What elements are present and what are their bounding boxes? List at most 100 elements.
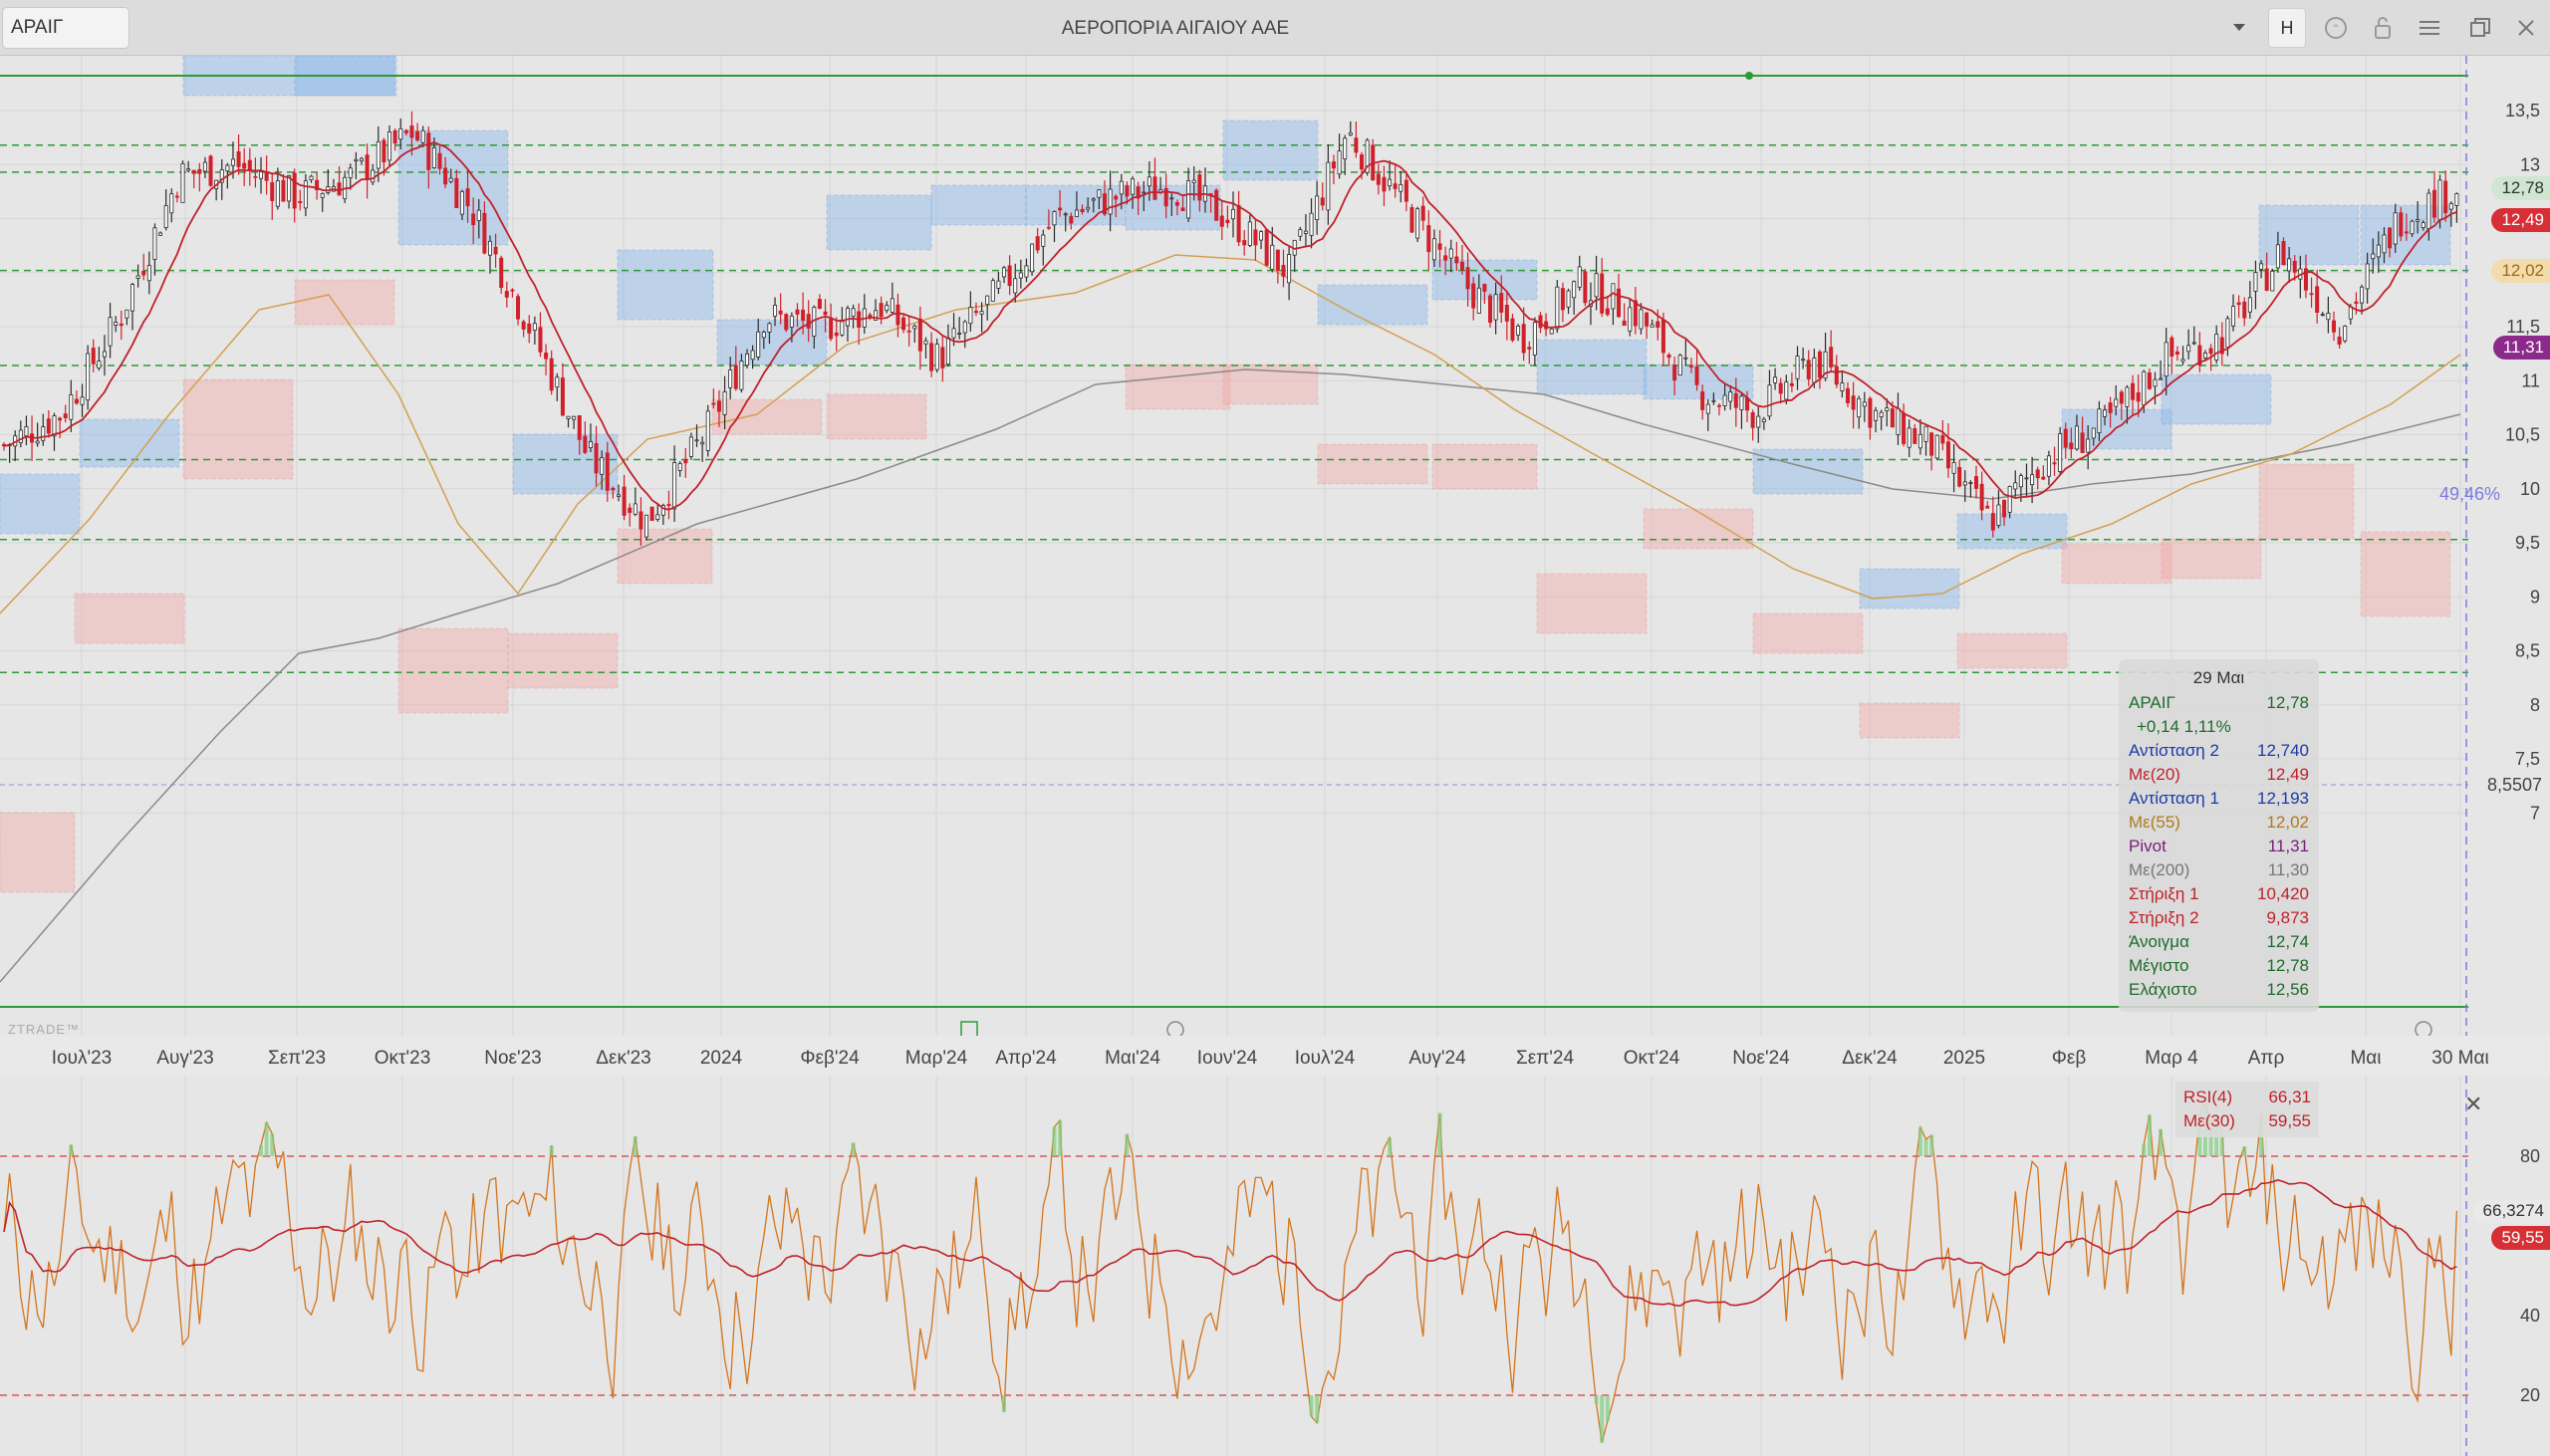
candle-body <box>2125 386 2130 407</box>
candle-body <box>521 321 526 330</box>
candle-body <box>683 458 688 464</box>
candle-body <box>666 504 671 507</box>
candle-body <box>1488 295 1493 323</box>
resistance-zone <box>1431 259 1538 301</box>
candle-body <box>1660 319 1665 354</box>
candle-body <box>1242 240 1247 246</box>
support-zone <box>0 812 76 893</box>
y-tick-label: 13 <box>2520 154 2540 174</box>
candle-body <box>18 429 23 444</box>
candle-body <box>2202 353 2207 359</box>
candle-body <box>1046 226 1051 229</box>
candle-body <box>532 323 537 331</box>
candle-body <box>1499 293 1504 313</box>
title-bar: ΑΡΑΙΓ ΑΕΡΟΠΟΡΙΑ ΑΙΓΑΙΟΥ ΑΑΕ H " <box>0 0 2550 56</box>
candle-body <box>125 309 129 319</box>
candle-body <box>829 319 834 340</box>
x-tick-label: Απρ <box>2247 1048 2285 1069</box>
candle-body <box>890 298 894 313</box>
candle-body <box>1840 382 1845 391</box>
tooltip-value: 12,56 <box>2266 980 2309 999</box>
candle-body <box>617 494 622 498</box>
y-tick-label: 9 <box>2530 587 2540 607</box>
candle-body <box>1035 236 1040 251</box>
candle-body <box>516 296 521 320</box>
ma20-line <box>3 141 2457 511</box>
symbol-input[interactable]: ΑΡΑΙΓ <box>2 7 129 49</box>
candle-body <box>2180 359 2185 363</box>
candle-body <box>135 275 140 279</box>
candle-body <box>1476 287 1481 314</box>
candle-body <box>1180 207 1185 211</box>
resistance-zone <box>826 194 932 251</box>
x-tick-label: 30 Μαι <box>2431 1048 2489 1069</box>
candle-body <box>281 179 286 202</box>
tooltip-row: Με(200) 11,30 <box>2129 858 2309 882</box>
candle-body <box>722 390 727 415</box>
resistance-zone <box>1752 448 1864 495</box>
candle-body <box>1739 395 1744 410</box>
x-tick-label: Μαρ'24 <box>904 1048 968 1069</box>
candle-body <box>415 130 420 141</box>
lock-icon[interactable] <box>2363 8 2403 48</box>
candle-body <box>2119 391 2124 404</box>
y-tick-label: 8,5 <box>2515 641 2540 661</box>
candle-body <box>1080 208 1085 212</box>
candle-body <box>1097 189 1102 198</box>
candle-body <box>1382 176 1387 192</box>
candle-body <box>108 317 113 347</box>
candle-body <box>1007 265 1012 287</box>
candle-body <box>1510 318 1515 341</box>
support-zone <box>1859 702 1960 739</box>
candle-body <box>990 280 995 302</box>
close-icon[interactable] <box>2506 8 2546 48</box>
candle-body <box>2348 306 2353 320</box>
interval-button[interactable]: H <box>2268 8 2306 48</box>
tooltip-label: +0,14 1,11% <box>2137 717 2231 736</box>
candle-body <box>951 328 956 339</box>
candle-body <box>459 190 464 215</box>
data-tooltip: 29 Μαι ΑΡΑΙΓ 12,78 +0,14 1,11% Αντίσταση 2 1… <box>2119 659 2319 1012</box>
ma55-line <box>0 254 2461 614</box>
candle-body <box>1482 284 1487 292</box>
candle-body <box>1829 347 1834 367</box>
candle-body <box>2337 336 2342 346</box>
tooltip-label: Αντίσταση 1 <box>2129 789 2219 808</box>
candle-body <box>1119 180 1124 195</box>
dropdown-icon[interactable] <box>2219 8 2259 48</box>
candle-body <box>1225 219 1230 224</box>
quote-icon[interactable]: " <box>2316 8 2356 48</box>
candle-body <box>711 402 716 405</box>
candle-body <box>1789 382 1794 386</box>
candle-body <box>1672 364 1677 381</box>
tooltip-value: 12,02 <box>2266 813 2309 832</box>
candle-body <box>1912 427 1917 444</box>
candle-body <box>968 307 973 325</box>
candle-body <box>1236 205 1241 243</box>
candle-body <box>996 280 1001 289</box>
candle-body <box>443 167 448 185</box>
rsi-chart[interactable]: 80604020 <box>0 1076 2550 1456</box>
candles <box>2 111 2459 547</box>
y-tick-label: 13,5 <box>2505 101 2540 121</box>
resistance-zone <box>1317 284 1428 326</box>
tooltip-row: Στήριξη 2 9,873 <box>2129 906 2309 930</box>
candle-body <box>2253 272 2258 292</box>
candle-body <box>1968 482 1973 484</box>
candle-body <box>2142 370 2147 406</box>
candle-body <box>437 152 442 169</box>
candle-body <box>583 435 588 453</box>
candle-body <box>538 327 543 353</box>
candle-body <box>544 353 549 360</box>
menu-icon[interactable] <box>2410 8 2449 48</box>
candle-body <box>292 172 297 209</box>
candle-body <box>2264 268 2269 291</box>
close-icon[interactable]: ✕ <box>2464 1092 2483 1116</box>
candle-body <box>365 154 370 180</box>
candle-body <box>979 311 984 315</box>
candle-body <box>1114 195 1119 200</box>
rsi-tag: 59,55 <box>2491 1225 2550 1250</box>
restore-icon[interactable] <box>2460 8 2500 48</box>
candle-body <box>1002 267 1007 278</box>
candle-body <box>1437 243 1442 250</box>
